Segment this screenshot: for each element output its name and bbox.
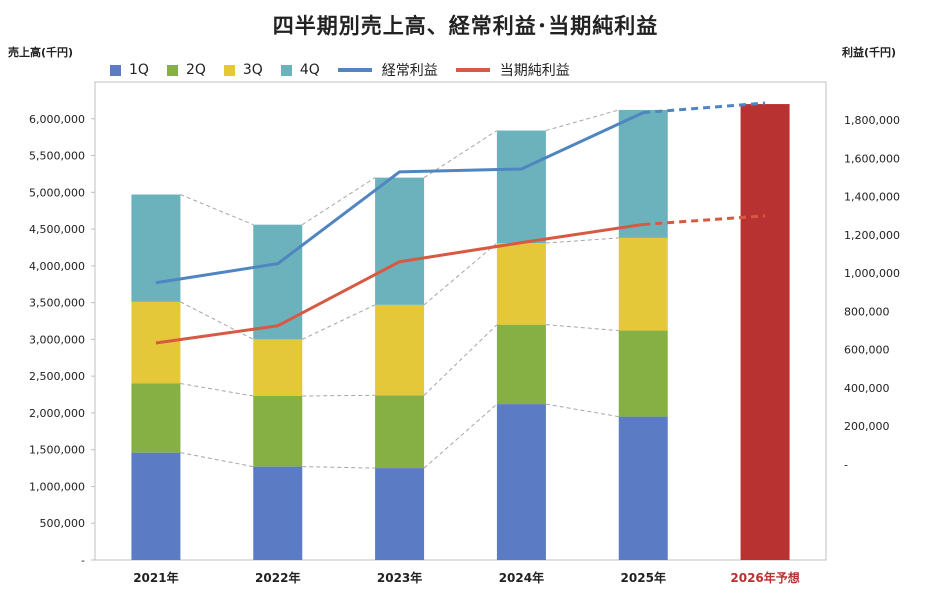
chart-title: 四半期別売上高、経常利益･当期純利益: [272, 14, 659, 38]
segment-connector: [302, 394, 376, 397]
bar-segment-q1: [375, 468, 425, 560]
plot-area-frame: [94, 81, 827, 561]
line-series-ordinary-profit: [155, 111, 644, 285]
bar-segment-q1: [618, 416, 668, 560]
bar-segment-q2: [253, 396, 303, 467]
legend-swatch-2q: [166, 64, 178, 76]
left-axis-tick-label: 500,000: [40, 517, 86, 530]
x-axis-category-label: 2021年: [133, 570, 178, 585]
left-axis-tick-label: 3,000,000: [29, 333, 85, 346]
bar-segment-q4: [131, 194, 181, 302]
left-axis-tick-label: 2,500,000: [29, 370, 85, 383]
bar-segment-q3: [253, 339, 303, 397]
legend-swatch-4q: [280, 64, 292, 76]
bar-segment-q4: [618, 109, 668, 238]
right-axis-tick-label: 800,000: [844, 305, 890, 318]
right-axis-tick-label: 1,400,000: [844, 191, 900, 204]
segment-connector: [545, 109, 619, 132]
right-axis-tick-label: 400,000: [844, 382, 890, 395]
right-axis-tick-label: 1,800,000: [844, 114, 900, 127]
bar-segment-q1: [496, 404, 546, 560]
bar-segment-q2: [496, 324, 546, 405]
segment-connector: [545, 403, 619, 418]
legend-swatch-3q: [223, 64, 235, 76]
segment-connector: [423, 324, 498, 396]
x-axis-category-label: 2025年: [621, 570, 666, 585]
bar-segment-q1: [131, 452, 181, 560]
left-axis-tick-label: 3,500,000: [29, 297, 85, 310]
left-axis-tick-label: 6,000,000: [29, 113, 85, 126]
line-series-net-profit: [155, 222, 644, 345]
legend-label-3q: 3Q: [242, 62, 263, 78]
legend-item-1q: 1Q: [110, 62, 149, 78]
segment-connector: [545, 237, 619, 244]
segment-connector: [302, 304, 376, 340]
x-axis-category-label: 2026年予想: [730, 570, 799, 585]
bar-segment-q3: [375, 304, 425, 396]
bar-segment-q4: [375, 177, 425, 305]
segment-connector: [423, 403, 498, 469]
left-axis-tick-label: 2,000,000: [29, 407, 85, 420]
right-axis-tick-label: 600,000: [844, 344, 890, 357]
legend-item-net: 当期純利益: [455, 60, 570, 80]
legend-label-4q: 4Q: [299, 62, 320, 78]
legend-item-2q: 2Q: [166, 62, 206, 78]
legend-item-ordinary: 経常利益: [337, 60, 438, 80]
segment-connector: [302, 466, 376, 469]
left-axis-tick-label: 4,000,000: [29, 260, 85, 273]
segment-connector: [301, 177, 376, 226]
right-axis-tick-label: 1,600,000: [844, 152, 900, 165]
segment-connector: [180, 194, 254, 226]
line-forecast-ordinary-profit: [643, 101, 766, 115]
bar-segment-q2: [131, 383, 181, 453]
left-axis-tick-label: 1,500,000: [29, 444, 85, 457]
left-axis-title: 売上高(千円): [8, 46, 74, 59]
legend-label-2q: 2Q: [185, 62, 206, 78]
legend-item-4q: 4Q: [280, 62, 320, 78]
right-axis-tick-label: 200,000: [844, 420, 890, 433]
bar-segment-forecast: [740, 104, 790, 561]
bar-segment-q4: [496, 130, 546, 244]
left-axis-tick-label: 1,000,000: [29, 480, 85, 493]
legend-item-3q: 3Q: [223, 62, 263, 78]
right-axis-title: 利益(千円): [842, 46, 897, 59]
segment-connector: [423, 242, 498, 306]
left-axis-tick-label: 4,500,000: [29, 223, 85, 236]
x-axis-category-label: 2022年: [255, 570, 300, 585]
legend-swatch-1q: [110, 64, 121, 76]
right-axis-tick-label: 1,000,000: [844, 267, 900, 280]
right-axis-tick-label: -: [844, 458, 848, 471]
left-axis-tick-label: 5,000,000: [29, 186, 85, 199]
bar-segment-q2: [618, 330, 668, 417]
segment-connector: [180, 452, 254, 468]
segment-connector: [545, 324, 619, 332]
right-axis-tick-label: 1,200,000: [844, 229, 900, 242]
bar-segment-q4: [253, 224, 303, 340]
bar-segment-q3: [618, 237, 668, 331]
legend-line-net: [455, 68, 490, 72]
legend-label-ordinary: 経常利益: [381, 63, 438, 79]
legend-line-ordinary: [337, 68, 372, 72]
legend-label-net: 当期純利益: [499, 63, 570, 79]
legend-label-1q: 1Q: [129, 62, 149, 78]
left-axis-tick-label: 5,500,000: [29, 150, 85, 163]
line-forecast-net-profit: [643, 214, 766, 226]
left-axis-tick-label: -: [81, 554, 85, 567]
bar-segment-q3: [496, 243, 546, 325]
bar-segment-q1: [253, 466, 303, 560]
bar-segment-q2: [375, 395, 425, 469]
chart-legend: 1Q 2Q 3Q 4Q 経常利益 当期純利益: [110, 60, 588, 80]
segment-connector: [180, 383, 254, 397]
x-axis-category-label: 2023年: [377, 570, 422, 585]
x-axis-category-label: 2024年: [499, 570, 544, 585]
